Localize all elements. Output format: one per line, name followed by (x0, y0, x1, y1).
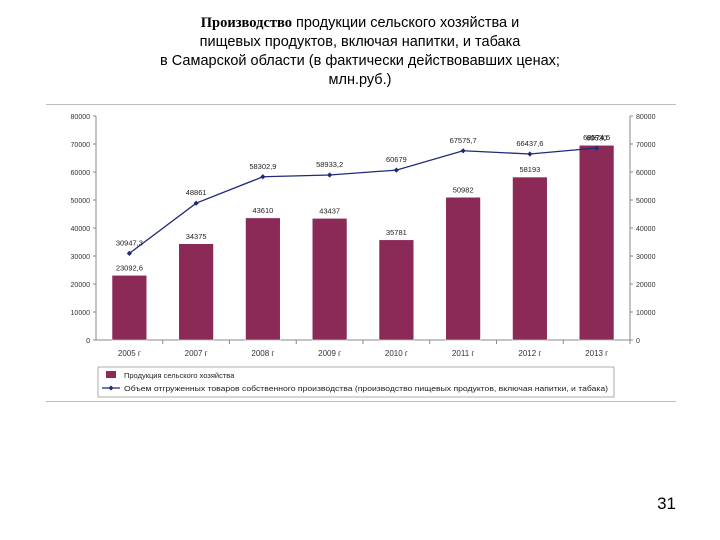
title-line3: в Самарской области (в фактически действ… (160, 53, 560, 69)
y-tick-label-left: 70000 (71, 142, 91, 149)
title-line2: пищевых продуктов, включая напитки, и та… (199, 34, 521, 50)
bars (111, 145, 615, 341)
bar-value-label: 43437 (319, 206, 340, 215)
y-tick-label-right: 20000 (636, 282, 656, 289)
line-point (193, 200, 199, 206)
y-tick-label-right: 30000 (636, 254, 656, 261)
page-number: 31 (657, 494, 676, 513)
y-tick-label-right: 70000 (636, 142, 656, 149)
y-tick-label-right: 80000 (636, 114, 656, 121)
y-tick-label-right: 40000 (636, 226, 656, 233)
y-tick-label-left: 50000 (71, 198, 91, 205)
x-tick-label: 2008 г (251, 349, 274, 358)
line-point (393, 167, 399, 173)
line-value-label: 67575,7 (450, 136, 477, 145)
line-value-label: 68574,5 (583, 133, 610, 142)
legend-box (97, 366, 615, 398)
legend-swatch-marker (108, 385, 114, 391)
bar (312, 218, 348, 341)
bar (579, 145, 615, 341)
chart-svg: 0 0 10000 10000 20000 20000 30000 30000 40000 400… (71, 114, 656, 398)
line-value-label: 30947,3 (116, 238, 143, 247)
line-point (594, 145, 600, 151)
line-value-label: 58933,2 (316, 160, 343, 169)
y-tick-label-left: 10000 (71, 310, 91, 317)
legend: Продукция сельского хозяйства Объем отгру… (97, 366, 615, 398)
bar (111, 275, 147, 341)
x-tick-label: 2009 г (318, 349, 341, 358)
bar (512, 176, 548, 341)
chart-title: Производство продукции сельского хозяйст… (60, 14, 660, 90)
bar-value-label: 35781 (386, 228, 407, 237)
y-tick-label-right: 50000 (636, 198, 656, 205)
line-point (460, 148, 466, 154)
title-part1: Производство (200, 15, 292, 31)
bar-value-label: 50982 (453, 185, 474, 194)
y-tick-label-left: 60000 (71, 170, 91, 177)
line-point (527, 151, 533, 157)
y-tick-label-left: 0 (86, 338, 90, 345)
x-tick-label: 2005 г (118, 349, 141, 358)
y-tick-label-left: 30000 (71, 254, 91, 261)
series-line (128, 147, 597, 254)
y-tick-label-left: 20000 (71, 282, 91, 289)
line-value-label: 60679 (386, 155, 407, 164)
title-line4: млн.руб.) (328, 72, 392, 88)
bar-value-label: 43610 (252, 206, 273, 215)
legend-label-line: Объем отгруженных товаров собственного п… (124, 384, 608, 393)
title-part2: продукции сельского хозяйства и (291, 15, 520, 31)
bar-value-label: 58193 (519, 165, 540, 174)
legend-label-bar: Продукция сельского хозяйства (124, 371, 235, 380)
x-tick-label: 2012 г (518, 349, 541, 358)
line-point (327, 172, 333, 178)
bar-value-label: 23092,6 (116, 263, 143, 272)
bar-value-label: 34375 (186, 232, 207, 241)
x-tick-label: 2013 г (585, 349, 608, 358)
bar (378, 239, 414, 341)
y-tick-label-right: 0 (636, 338, 640, 345)
bar-value-label: 69530 (586, 133, 607, 142)
bar (245, 217, 281, 341)
x-tick-label: 2011 г (452, 349, 474, 358)
line-series (126, 145, 600, 256)
y-tick-label-left: 40000 (71, 226, 91, 233)
line-value-label: 48861 (186, 188, 207, 197)
x-tick-label: 2007 г (185, 349, 208, 358)
bar (445, 197, 481, 341)
bar (178, 243, 214, 341)
line-value-label: 66437,6 (516, 139, 543, 148)
y-tick-label-right: 60000 (636, 170, 656, 177)
line-value-label: 58302,9 (249, 162, 276, 171)
x-tick-label: 2010 г (385, 349, 408, 358)
y-tick-label-right: 10000 (636, 310, 656, 317)
legend-swatch-bar (106, 371, 116, 378)
chart-frame: 0 0 10000 10000 20000 20000 30000 30000 40000 400… (46, 104, 676, 402)
line-point (260, 174, 266, 180)
y-tick-label-left: 80000 (71, 114, 91, 121)
data-labels: 23092,6 34375 43610 43437 35781 50982 58193 695… (116, 133, 610, 272)
